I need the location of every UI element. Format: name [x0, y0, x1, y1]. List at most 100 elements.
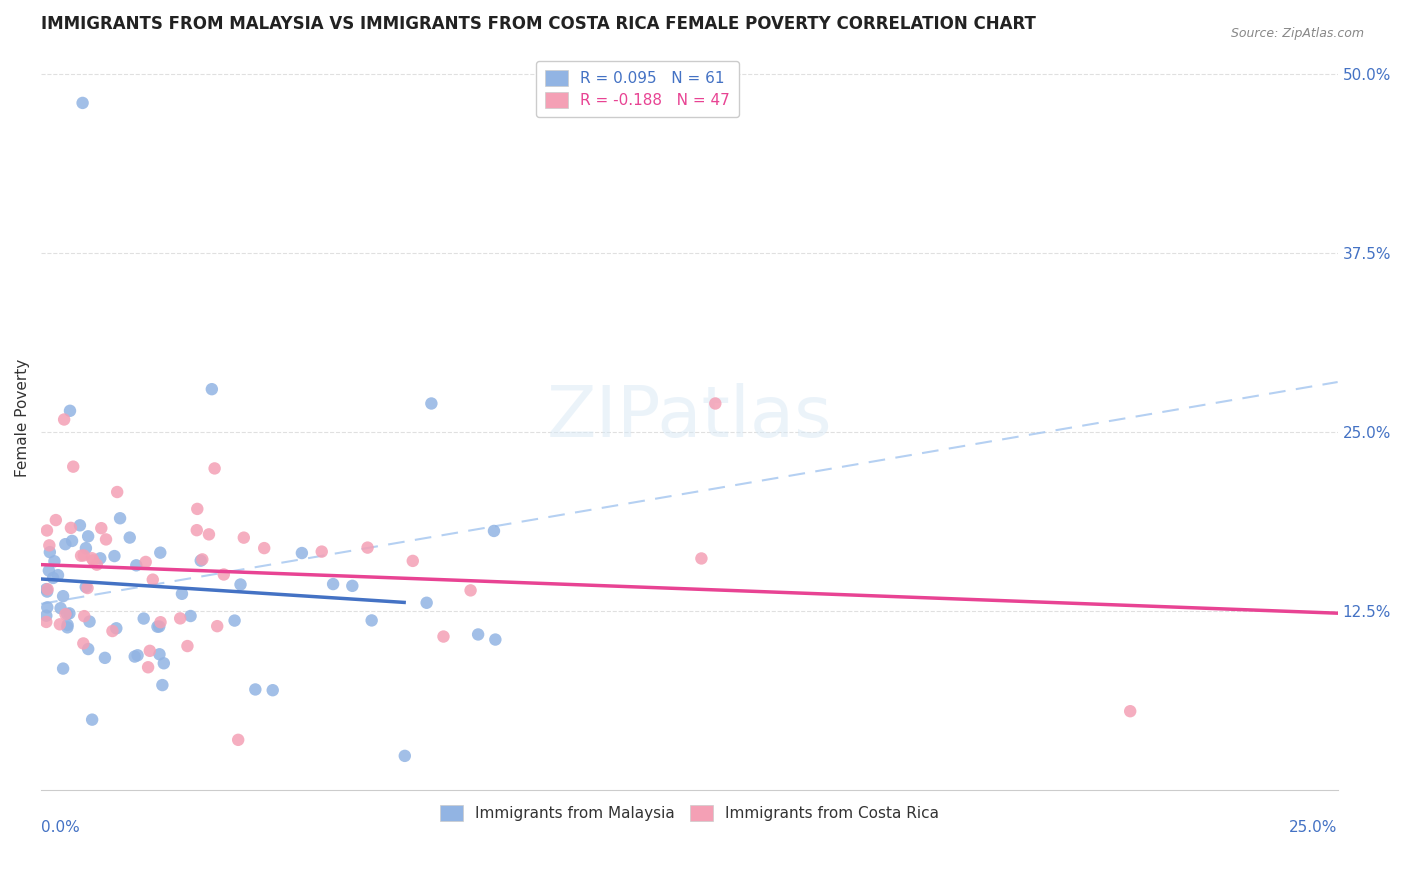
Point [55, 607, 77, 622]
Point [198, 527, 221, 541]
Legend: Immigrants from Malaysia, Immigrants from Costa Rica: Immigrants from Malaysia, Immigrants fro… [433, 798, 945, 827]
Point [75, 541, 97, 556]
Point [146, 620, 169, 634]
Point [59, 404, 82, 418]
Y-axis label: Female Poverty: Female Poverty [15, 359, 30, 477]
Point [35, 582, 58, 596]
Point [35, 615, 58, 629]
Point [191, 552, 214, 566]
Point [176, 639, 198, 653]
Point [186, 502, 208, 516]
Point [72, 95, 94, 110]
Point [90, 521, 112, 535]
Point [229, 577, 252, 591]
Text: 0.0%: 0.0% [41, 820, 80, 835]
Point [53, 412, 76, 426]
Point [153, 657, 176, 671]
Point [44, 554, 66, 568]
Point [253, 541, 276, 555]
Point [460, 583, 482, 598]
Point [224, 614, 246, 628]
Point [360, 614, 382, 628]
Point [60, 533, 83, 548]
Point [262, 683, 284, 698]
Point [226, 732, 249, 747]
Point [94, 651, 117, 665]
Point [46, 568, 69, 582]
Point [38, 538, 60, 552]
Point [186, 523, 208, 537]
Point [118, 531, 141, 545]
Point [148, 619, 170, 633]
Point [690, 551, 713, 566]
Point [356, 541, 378, 555]
Point [52, 589, 75, 603]
Point [291, 546, 314, 560]
Point [79, 615, 101, 629]
Point [482, 524, 505, 538]
Text: 25.0%: 25.0% [1289, 820, 1337, 835]
Point [105, 621, 128, 635]
Point [704, 396, 727, 410]
Point [124, 649, 146, 664]
Point [201, 382, 224, 396]
Point [402, 554, 425, 568]
Point [82, 553, 104, 567]
Point [53, 537, 76, 551]
Point [311, 544, 333, 558]
Point [62, 459, 84, 474]
Point [322, 577, 344, 591]
Point [125, 558, 148, 573]
Point [56, 607, 79, 621]
Point [245, 682, 267, 697]
Point [127, 648, 149, 663]
Point [180, 609, 202, 624]
Point [103, 549, 125, 563]
Point [75, 580, 97, 594]
Point [89, 551, 111, 566]
Point [37, 582, 59, 597]
Point [37, 600, 59, 615]
Point [105, 485, 128, 500]
Point [136, 660, 159, 674]
Point [69, 518, 91, 533]
Point [56, 618, 79, 632]
Text: IMMIGRANTS FROM MALAYSIA VS IMMIGRANTS FROM COSTA RICA FEMALE POVERTY CORRELATIO: IMMIGRANTS FROM MALAYSIA VS IMMIGRANTS F… [41, 15, 1036, 33]
Point [415, 596, 437, 610]
Point [190, 554, 212, 568]
Point [169, 611, 191, 625]
Point [73, 609, 96, 624]
Point [38, 564, 60, 578]
Point [49, 601, 72, 615]
Point [72, 636, 94, 650]
Point [35, 608, 58, 623]
Point [76, 581, 98, 595]
Point [484, 632, 506, 647]
Point [170, 587, 193, 601]
Point [467, 627, 489, 641]
Point [73, 549, 96, 563]
Point [149, 546, 172, 560]
Point [86, 558, 108, 572]
Point [56, 620, 79, 634]
Point [142, 573, 165, 587]
Point [212, 567, 235, 582]
Text: ZIPatlas: ZIPatlas [547, 384, 832, 452]
Text: Source: ZipAtlas.com: Source: ZipAtlas.com [1230, 27, 1364, 40]
Point [70, 549, 93, 563]
Point [1119, 704, 1142, 718]
Point [204, 461, 226, 475]
Point [432, 630, 454, 644]
Point [82, 713, 104, 727]
Point [38, 545, 60, 559]
Point [35, 524, 58, 538]
Point [58, 607, 80, 621]
Point [394, 748, 416, 763]
Point [80, 551, 103, 566]
Point [205, 619, 228, 633]
Point [59, 521, 82, 535]
Point [94, 533, 117, 547]
Point [42, 571, 65, 585]
Point [232, 531, 254, 545]
Point [45, 513, 67, 527]
